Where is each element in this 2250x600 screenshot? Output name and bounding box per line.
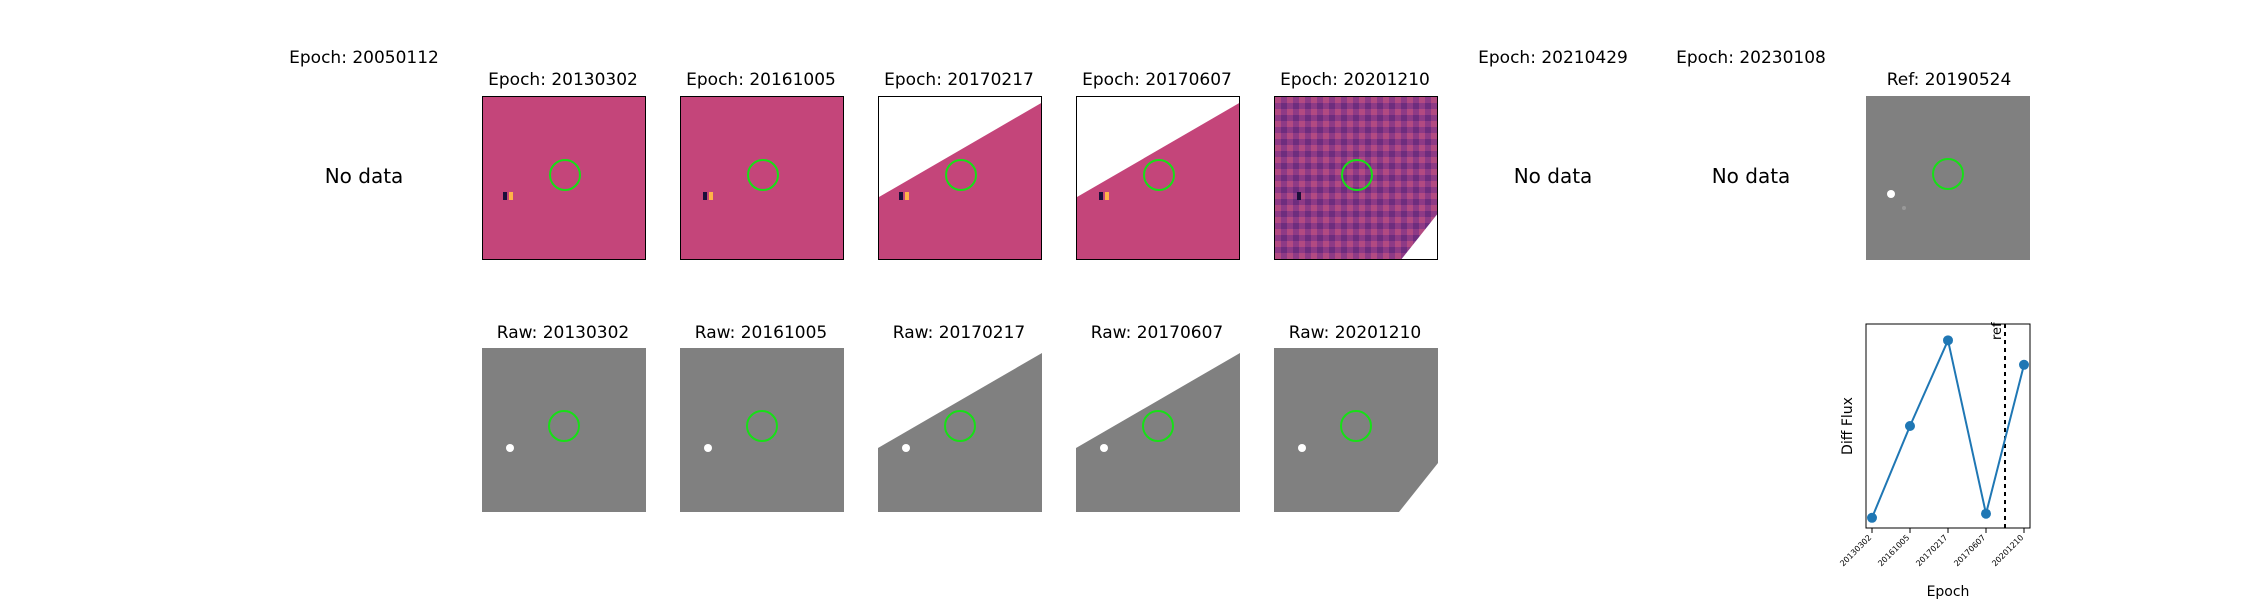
chart-frame [1865, 323, 2031, 529]
raw-panel-20201210 [1274, 348, 1438, 512]
raw-panel-20170607 [1076, 348, 1240, 512]
y-axis-label: Diff Flux [1840, 397, 1856, 455]
target-circle [944, 410, 976, 442]
diff-title-7: Epoch: 20230108 [1676, 48, 1826, 68]
x-tick-label: 20130302 [1838, 533, 1873, 568]
raw-panel-20161005 [680, 348, 844, 512]
target-circle [1142, 410, 1174, 442]
x-tick-label: 20170607 [1952, 533, 1987, 568]
diff-title-1: Epoch: 20130302 [488, 70, 638, 90]
diff-title-2: Epoch: 20161005 [686, 70, 836, 90]
raw-panel-20130302 [482, 348, 646, 512]
data-point-20130302 [1867, 512, 1877, 523]
no-data-label-7: No data [1711, 164, 1791, 188]
data-point-20170217 [1943, 335, 1953, 346]
no-data-label-6: No data [1513, 164, 1593, 188]
series-line [1871, 337, 2025, 519]
diff-title-5: Epoch: 20201210 [1280, 70, 1430, 90]
data-point-20170607 [1981, 508, 1991, 519]
target-circle [1932, 158, 1964, 190]
no-data-label-0: No data [324, 164, 404, 188]
target-circle [747, 159, 779, 191]
target-circle [548, 410, 580, 442]
target-circle [1341, 159, 1373, 191]
target-circle [1340, 410, 1372, 442]
diff-title-6: Epoch: 20210429 [1478, 48, 1628, 68]
raw-title-0: Raw: 20130302 [496, 323, 630, 343]
diff-panel-20161005 [680, 96, 844, 260]
data-point-20201210 [2019, 359, 2029, 370]
ref-marker-label: ref [1990, 322, 2005, 340]
raw-title-1: Raw: 20161005 [694, 323, 828, 343]
target-circle [746, 410, 778, 442]
diff-panel-20170607 [1076, 96, 1240, 260]
diff-flux-chart: 20130302 20161005 20170217 20170607 20201210… [1838, 322, 2031, 600]
ref-panel-20190524 [1866, 96, 2030, 260]
x-tick-label: 20201210 [1990, 533, 2025, 568]
diff-title-3: Epoch: 20170217 [884, 70, 1034, 90]
diff-title-0: Epoch: 20050112 [289, 48, 439, 68]
diff-panel-20130302 [482, 96, 646, 260]
target-circle [549, 159, 581, 191]
data-point-20161005 [1905, 421, 1915, 431]
raw-title-2: Raw: 20170217 [892, 323, 1026, 343]
target-circle [945, 159, 977, 191]
diff-title-8: Ref: 20190524 [1886, 70, 2012, 90]
x-axis-label: Epoch [1927, 584, 1970, 600]
raw-title-4: Raw: 20201210 [1288, 323, 1422, 343]
diff-title-4: Epoch: 20170607 [1082, 70, 1232, 90]
raw-title-3: Raw: 20170607 [1090, 323, 1224, 343]
x-tick-label: 20170217 [1914, 533, 1949, 568]
x-tick-label: 20161005 [1876, 533, 1911, 568]
raw-panel-20170217 [878, 348, 1042, 512]
target-circle [1143, 159, 1175, 191]
diff-panel-20201210 [1274, 96, 1438, 260]
diff-panel-20170217 [878, 96, 1042, 260]
